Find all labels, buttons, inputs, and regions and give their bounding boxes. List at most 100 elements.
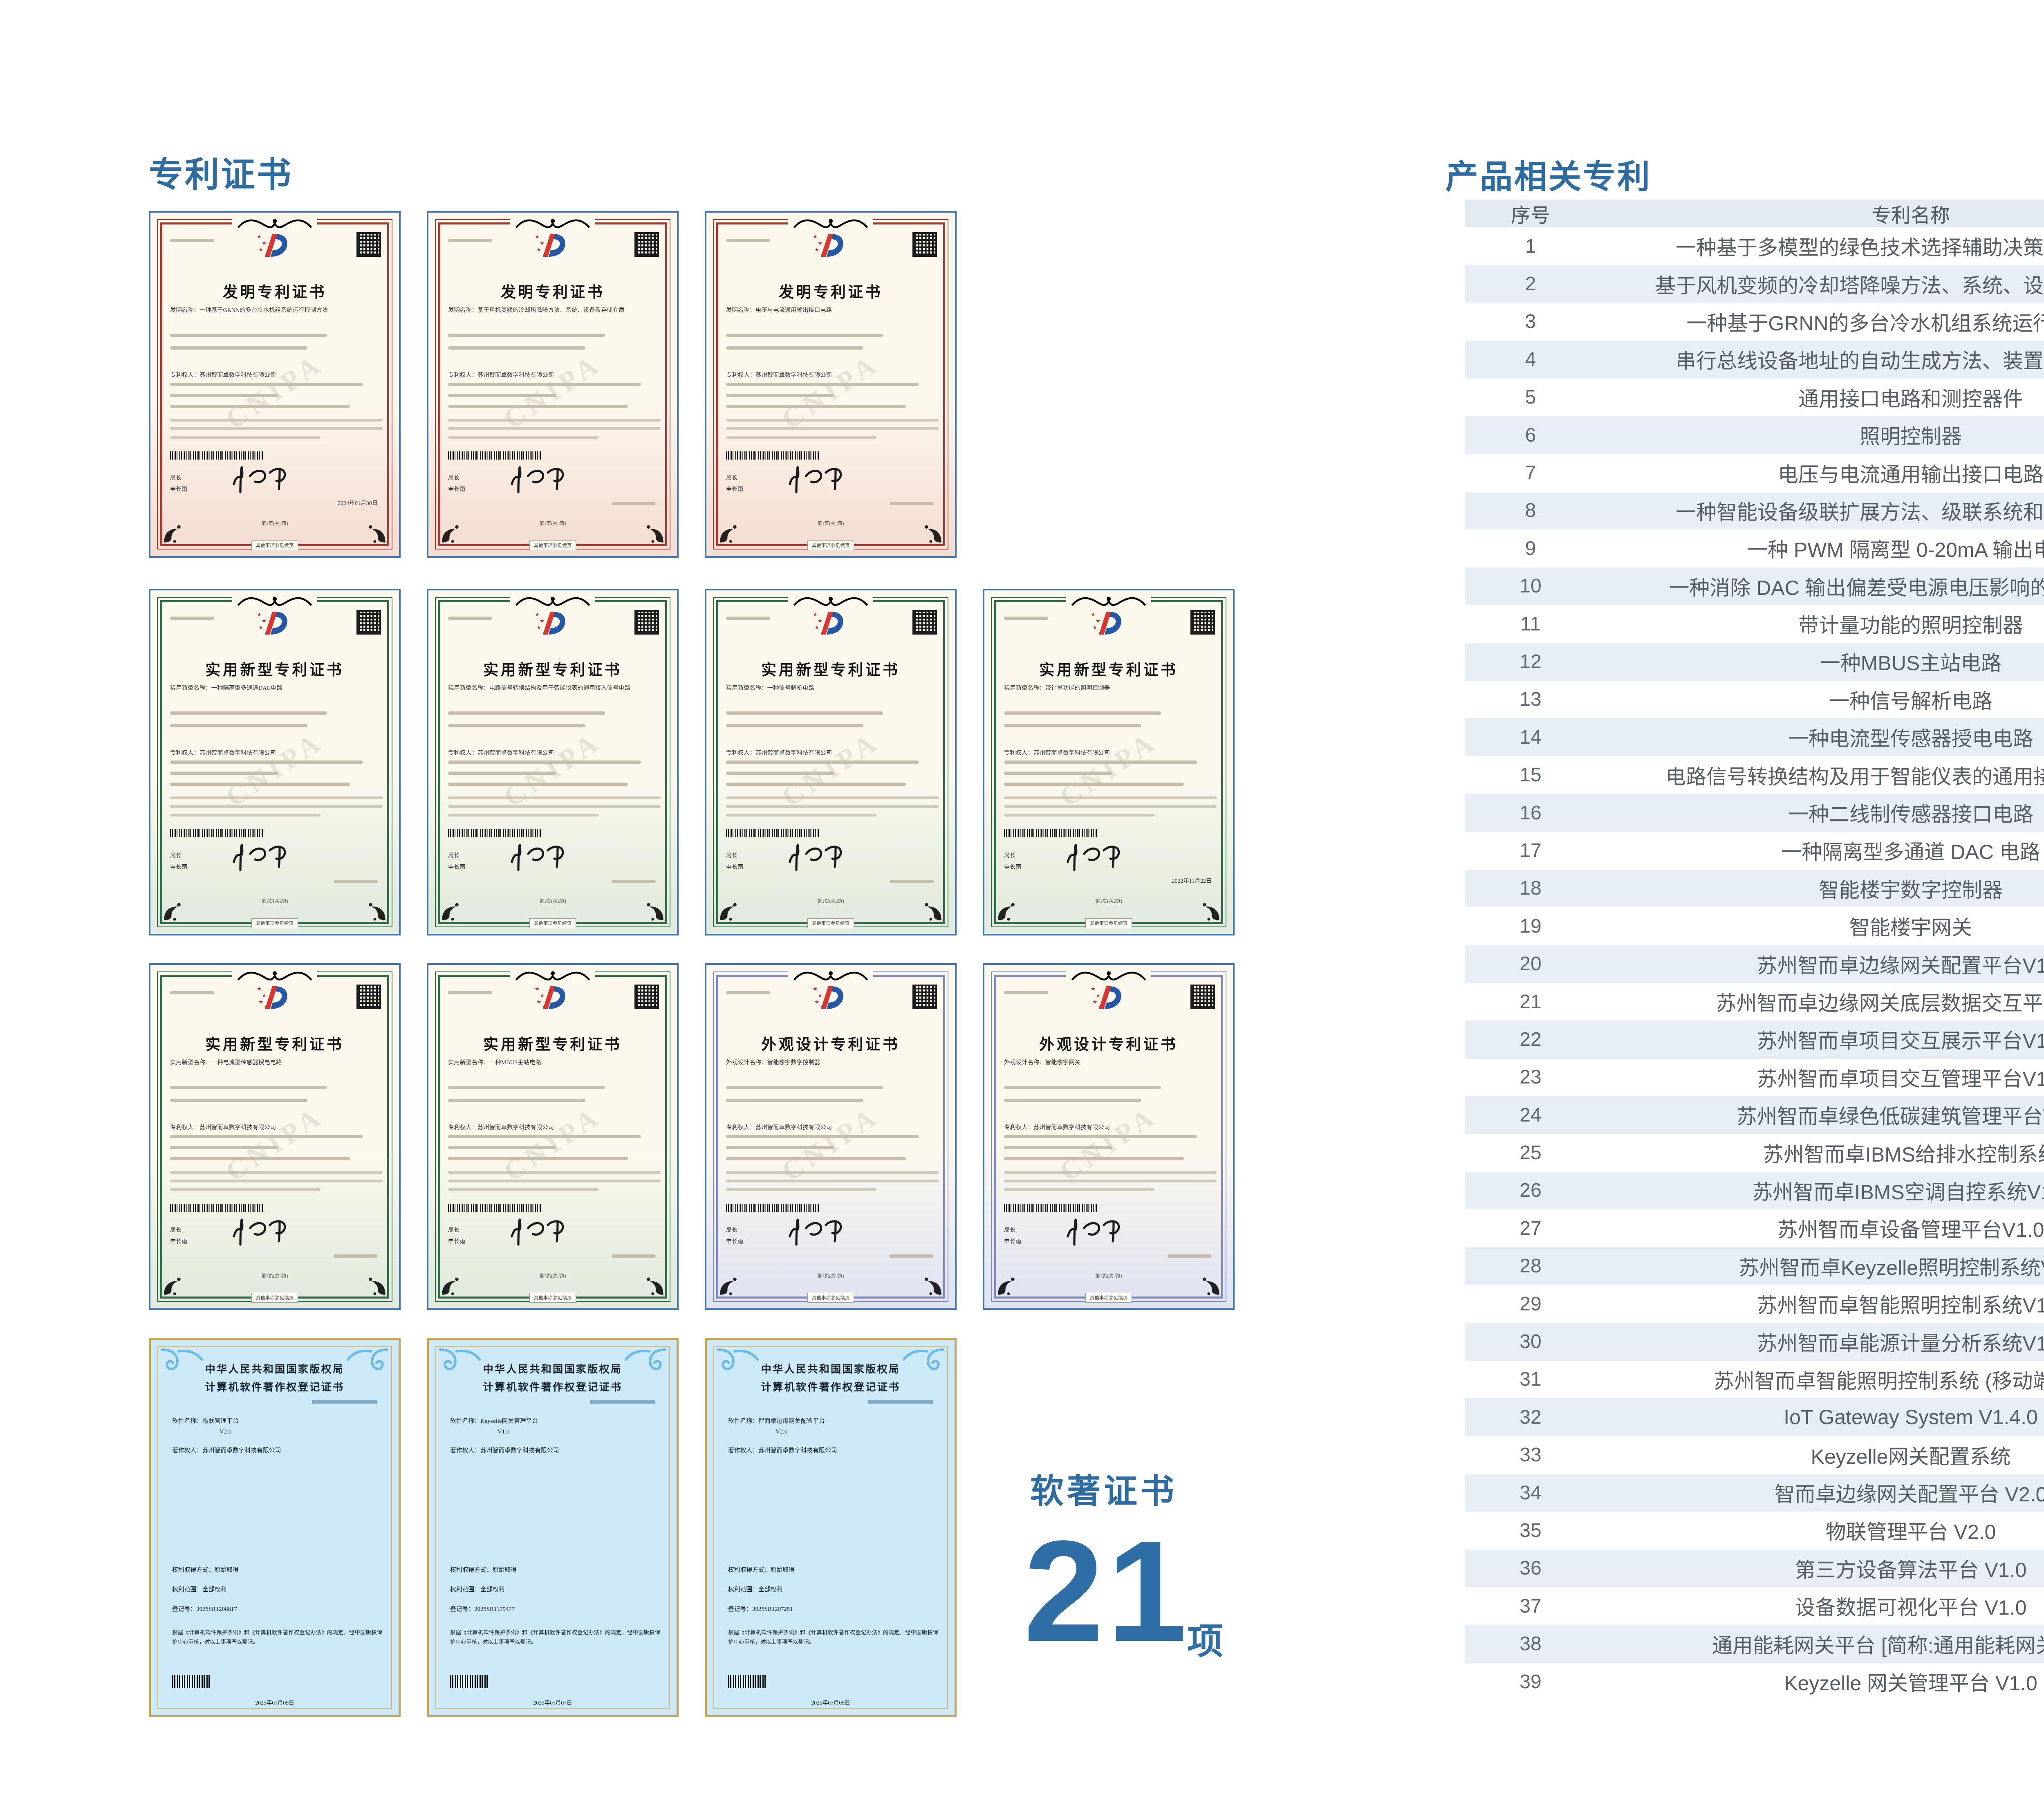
certificate-title: 计算机软件著作权登记证书: [761, 1382, 901, 1393]
scope-line: 权利范围：全部权利: [728, 1586, 783, 1593]
legal-paragraph-lines: [170, 796, 383, 823]
table-row: 34 智而卓边缘网关配置平台 V2.0 软著: [1465, 1474, 2044, 1512]
body-text-lines: [1004, 760, 1213, 793]
table-row: 32 IoT Gateway System V1.4.0 软著: [1465, 1398, 2044, 1436]
patent-name-line: 外观设计名称：智能楼宇数字控制器: [726, 1059, 820, 1066]
patent-name-cell: 物联管理平台 V2.0: [1825, 1521, 1996, 1544]
patent-name-line: 实用新型名称：一种电流型传感器授电电路: [170, 1059, 282, 1066]
row-number-cell: 32: [1520, 1406, 1542, 1428]
patent-name-cell: 一种智能设备级联扩展方法、级联系统和可存储介质: [1676, 500, 2044, 524]
column-header-name: 专利名称: [1871, 205, 1950, 227]
flourish-icon: [717, 1348, 759, 1371]
patent-name-cell: 通用接口电路和测控器件: [1798, 387, 2023, 410]
flourish-icon: [161, 1348, 203, 1371]
row-number-cell: 23: [1520, 1066, 1542, 1088]
patent-name-cell: 苏州智而卓边缘网关配置平台V1.0: [1757, 954, 2044, 977]
software-name-line: 软件名称：智而卓边缘网关配置平台: [728, 1418, 825, 1424]
authority-line: 中华人民共和国国家版权局: [761, 1364, 901, 1375]
row-number-cell: 26: [1520, 1180, 1542, 1202]
table-row: 21 苏州智而卓边缘网关底层数据交互平台V1.0 软著: [1465, 983, 2044, 1021]
authority-line: 中华人民共和国国家版权局: [483, 1364, 623, 1375]
ornament-scroll: [232, 216, 317, 231]
cnipa-logo-icon: ★ ★ ★ ★: [813, 610, 847, 636]
patent-name-line: 实用新型名称：一种隔离型多通道DAC电路: [170, 685, 283, 691]
ornament-scroll: [510, 216, 595, 231]
patent-name-line: 实用新型名称：电路信号转换结构及用于智能仪表的通用接入信号电路: [448, 685, 631, 691]
patent-owner-line: 专利权人：苏州智而卓数字科技有限公司: [448, 750, 554, 756]
table-row: 28 苏州智而卓Keyzelle照明控制系统V1.0 软著: [1465, 1247, 2044, 1285]
footer-note: 其他事项参见续页: [251, 541, 298, 551]
director-block: 局长 申长雨: [170, 1225, 187, 1248]
software-copyright-certificate-card: 中华人民共和国国家版权局 计算机软件著作权登记证书 软件名称：Keyzelle网…: [427, 1338, 679, 1717]
patent-name-cell: Keyzelle 网关管理平台 V1.0: [1784, 1672, 2037, 1695]
qr-code-icon: [1190, 985, 1215, 1009]
row-number-cell: 22: [1520, 1028, 1542, 1050]
patent-name-cell: 苏州智而卓设备管理平台V1.0: [1777, 1218, 2044, 1242]
row-number-cell: 29: [1520, 1293, 1542, 1315]
corner-flourish-icon: [720, 903, 737, 921]
director-label: 局长: [170, 853, 182, 859]
director-name: 申长雨: [448, 487, 465, 493]
flourish-icon: [903, 1348, 944, 1371]
software-copyright-label: 软著证书: [1030, 1473, 1178, 1510]
ornament-scroll: [232, 968, 317, 983]
row-number-cell: 13: [1520, 689, 1542, 711]
cnipa-logo-icon: ★ ★ ★ ★: [257, 610, 291, 636]
patent-name-line: 实用新型名称：一种MBUS主站电路: [448, 1059, 541, 1066]
registration-number-line: 登记号：2025SR1208817: [172, 1606, 237, 1613]
barcode: [448, 829, 541, 837]
table-row: 36 第三方设备算法平台 V1.0 软著: [1465, 1549, 2044, 1588]
row-number-cell: 8: [1525, 500, 1536, 522]
table-row: 39 Keyzelle 网关管理平台 V1.0 软著: [1465, 1663, 2044, 1700]
grant-date: 2024年01月30日: [338, 500, 378, 507]
director-signature: [778, 463, 860, 496]
patent-name-cell: 照明控制器: [1860, 425, 1962, 449]
corner-flourish-icon: [442, 903, 459, 921]
registration-paragraph: 根据《计算机软件保护条例》和《计算机软件著作权登记办法》的规定，经中国版权保护中…: [450, 1629, 660, 1645]
body-text-lines: [170, 1086, 379, 1111]
table-row: 35 物联管理平台 V2.0 软著: [1465, 1512, 2044, 1549]
patent-name-line: 发明名称：一种基于GRNN的多台冷水机组系统运行控制方法: [170, 307, 328, 314]
table-row: 37 设备数据可视化平台 V1.0 软著: [1465, 1587, 2044, 1625]
acquisition-line: 权利取得方式：原始取得: [172, 1567, 239, 1573]
software-copyright-count: 21: [1024, 1510, 1190, 1671]
table-row: 31 苏州智而卓智能照明控制系统 (移动端) V1.0 软著: [1465, 1361, 2044, 1398]
software-version-line: V2.0: [775, 1429, 788, 1435]
certificate-number-line: [170, 991, 214, 995]
table-row: 26 苏州智而卓IBMS空调自控系统V1.0 软著: [1465, 1171, 2044, 1210]
patent-name-line: 实用新型名称：一种信号解析电路: [726, 685, 814, 691]
software-version-line: V2.0: [220, 1429, 232, 1435]
row-number-cell: 35: [1520, 1519, 1542, 1541]
patent-name-cell: 苏州智而卓IBMS给排水控制系统: [1763, 1143, 2044, 1166]
patent-name-cell: 一种隔离型多通道 DAC 电路: [1781, 841, 2040, 864]
director-name: 申长雨: [448, 1239, 465, 1245]
body-text-lines: [170, 1135, 379, 1168]
corner-flourish-icon: [442, 1277, 459, 1295]
certificate-number-line: [726, 991, 770, 995]
barcode: [170, 829, 263, 837]
director-name: 申长雨: [1004, 1239, 1021, 1245]
director-label: 局长: [170, 475, 182, 481]
certificate-title: 计算机软件著作权登记证书: [205, 1382, 345, 1393]
scope-line: 权利范围：全部权利: [172, 1586, 227, 1593]
scope-line: 权利范围：全部权利: [450, 1586, 505, 1593]
certificate-number-line: [170, 617, 214, 620]
row-number-cell: 30: [1520, 1331, 1542, 1353]
director-block: 局长 申长雨: [448, 1225, 465, 1248]
body-text-lines: [1004, 1086, 1213, 1111]
table-row: 12 一种MBUS主站电路 实用新型: [1465, 643, 2044, 681]
row-number-cell: 1: [1525, 235, 1536, 257]
legal-paragraph-lines: [170, 419, 383, 445]
director-block: 局长 申长雨: [1004, 1225, 1021, 1248]
page-note: 第1页(共2页): [261, 521, 288, 526]
body-text-lines: [170, 760, 379, 793]
software-copyright-certificate-card: 中华人民共和国国家版权局 计算机软件著作权登记证书 软件名称：物联管理平台 V2…: [149, 1338, 401, 1717]
registration-paragraph: 根据《计算机软件保护条例》和《计算机软件著作权登记办法》的规定，经中国版权保护中…: [172, 1629, 382, 1645]
patent-owner-line: 专利权人：苏州智而卓数字科技有限公司: [170, 1124, 276, 1131]
qr-code-icon: [912, 232, 937, 257]
row-number-cell: 34: [1520, 1482, 1542, 1504]
table-row: 4 串行总线设备地址的自动生成方法、装置和存储介质 发明: [1465, 341, 2044, 379]
barcode: [1004, 829, 1097, 837]
row-number-cell: 3: [1525, 311, 1536, 333]
table-row: 5 通用接口电路和测控器件 发明: [1465, 379, 2044, 416]
